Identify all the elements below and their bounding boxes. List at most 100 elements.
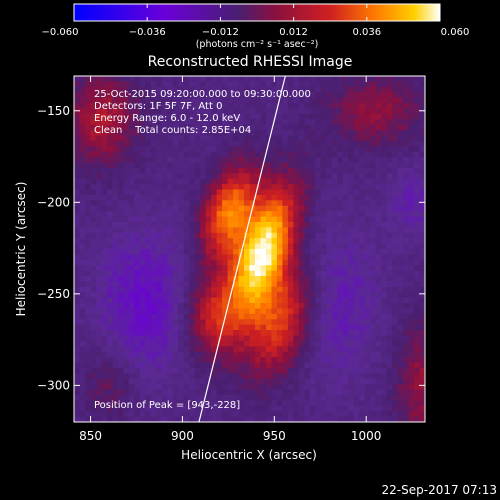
heatmap-cell: [161, 146, 168, 153]
heatmap-cell: [227, 227, 234, 234]
heatmap-cell: [287, 97, 294, 104]
heatmap-cell: [265, 232, 272, 239]
heatmap-cell: [189, 189, 196, 196]
heatmap-cell: [95, 400, 102, 407]
heatmap-cell: [117, 394, 124, 401]
heatmap-cell: [271, 227, 278, 234]
heatmap-cell: [309, 97, 316, 104]
heatmap-cell: [353, 394, 360, 401]
heatmap-cell: [211, 194, 217, 201]
heatmap-cell: [145, 108, 152, 115]
heatmap-cell: [331, 200, 338, 207]
heatmap-cell: [348, 389, 355, 396]
heatmap-cell: [145, 76, 152, 82]
heatmap-cell: [101, 221, 108, 228]
heatmap-cell: [282, 200, 289, 207]
heatmap-cell: [293, 400, 300, 407]
heatmap-cell: [392, 162, 398, 169]
heatmap-cell: [364, 389, 371, 396]
heatmap-cell: [320, 97, 327, 104]
heatmap-cell: [74, 400, 80, 407]
heatmap-cell: [254, 265, 261, 272]
heatmap-cell: [222, 286, 228, 293]
heatmap-cell: [282, 130, 289, 136]
heatmap-cell: [84, 335, 91, 342]
heatmap-cell: [309, 103, 316, 109]
heatmap-cell: [227, 146, 234, 153]
heatmap-cell: [95, 319, 102, 326]
heatmap-cell: [309, 216, 316, 223]
heatmap-cell: [222, 340, 228, 347]
heatmap-cell: [123, 216, 130, 223]
heatmap-cell: [364, 140, 371, 147]
heatmap-cell: [348, 249, 355, 255]
heatmap-cell: [315, 362, 322, 369]
heatmap-cell: [128, 351, 135, 358]
heatmap-cell: [216, 194, 223, 201]
heatmap-cell: [178, 211, 185, 217]
heatmap-cell: [139, 167, 146, 174]
heatmap-cell: [249, 221, 256, 228]
heatmap-cell: [392, 86, 398, 93]
heatmap-cell: [370, 189, 377, 196]
heatmap-cell: [238, 103, 245, 109]
heatmap-cell: [238, 81, 245, 88]
heatmap-cell: [320, 216, 327, 223]
heatmap-cell: [183, 157, 190, 163]
heatmap-cell: [276, 216, 283, 223]
heatmap-cell: [128, 319, 135, 326]
heatmap-cell: [254, 140, 261, 147]
heatmap-cell: [414, 394, 420, 401]
heatmap-cell: [128, 97, 135, 104]
heatmap-cell: [331, 216, 338, 223]
heatmap-cell: [287, 167, 294, 174]
heatmap-cell: [403, 335, 409, 342]
heatmap-cell: [123, 130, 130, 136]
heatmap-cell: [293, 384, 300, 390]
heatmap-cell: [205, 254, 212, 261]
heatmap-cell: [90, 411, 97, 417]
heatmap-cell: [205, 335, 212, 342]
heatmap-cell: [392, 151, 398, 158]
heatmap-cell: [419, 351, 425, 358]
heatmap-cell: [150, 86, 157, 93]
heatmap-cell: [238, 232, 245, 239]
heatmap-cell: [95, 276, 102, 282]
heatmap-cell: [386, 389, 393, 396]
heatmap-cell: [123, 232, 130, 239]
heatmap-cell: [90, 335, 97, 342]
heatmap-cell: [145, 173, 152, 180]
heatmap-cell: [359, 140, 366, 147]
heatmap-cell: [370, 86, 377, 93]
heatmap-cell: [167, 405, 174, 412]
heatmap-cell: [112, 162, 119, 169]
heatmap-cell: [359, 254, 366, 261]
heatmap-cell: [128, 146, 135, 153]
heatmap-cell: [337, 351, 344, 358]
heatmap-cells: [74, 76, 425, 422]
heatmap-cell: [194, 259, 201, 266]
heatmap-cell: [364, 319, 371, 326]
heatmap-cell: [161, 416, 168, 422]
heatmap-cell: [90, 357, 97, 363]
heatmap-cell: [276, 151, 283, 158]
heatmap-cell: [315, 243, 322, 250]
heatmap-cell: [364, 259, 371, 266]
heatmap-cell: [139, 81, 146, 88]
heatmap-cell: [112, 103, 119, 109]
heatmap-cell: [392, 173, 398, 180]
heatmap-cell: [106, 378, 113, 385]
heatmap-cell: [216, 119, 223, 126]
heatmap-cell: [375, 308, 382, 315]
heatmap-cell: [95, 367, 102, 374]
heatmap-cell: [293, 211, 300, 217]
heatmap-cell: [370, 270, 377, 277]
heatmap-cell: [331, 108, 338, 115]
heatmap-cell: [282, 238, 289, 244]
heatmap-cell: [233, 330, 239, 336]
heatmap-cell: [320, 135, 327, 142]
heatmap-cell: [200, 119, 207, 126]
heatmap-cell: [79, 265, 86, 272]
heatmap-cell: [244, 157, 250, 163]
heatmap-cell: [216, 86, 223, 93]
